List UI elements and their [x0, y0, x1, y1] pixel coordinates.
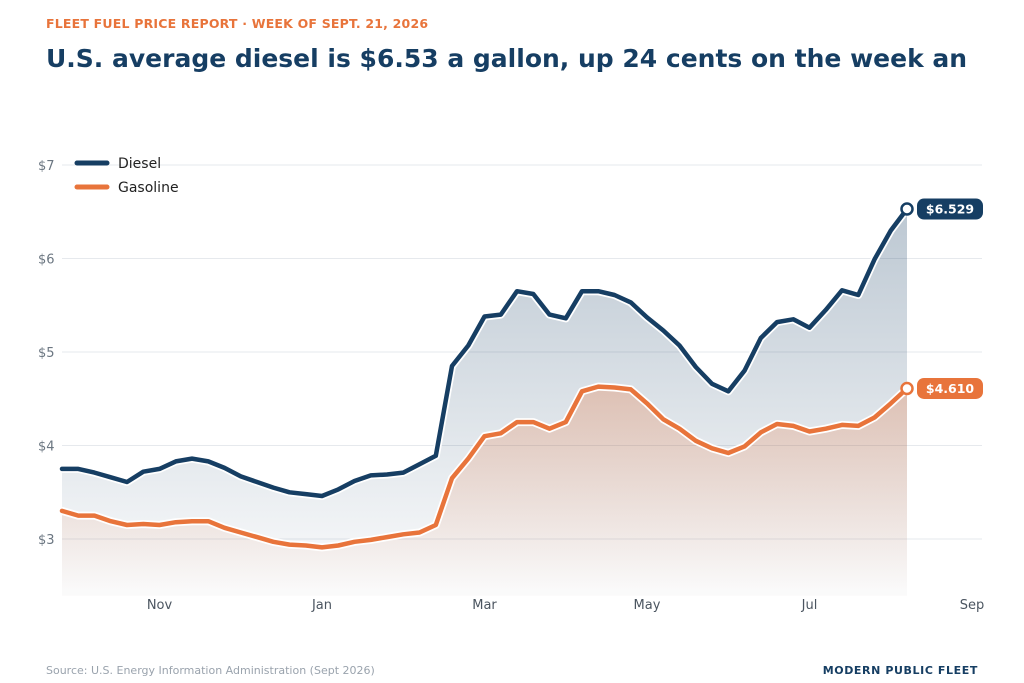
page-headline: U.S. average diesel is $6.53 a gallon, u… [46, 44, 968, 73]
brand-logo-text: MODERN PUBLIC FLEET [822, 664, 978, 677]
end-label-badge-gasoline [917, 377, 983, 399]
line-gasoline [59, 384, 910, 550]
y-tick-label: $4 [38, 440, 55, 455]
end-point-gasoline [900, 381, 914, 396]
legend-label-diesel: Diesel [118, 156, 161, 172]
end-markers: $6.529 $4.610 [900, 198, 983, 399]
y-tick-label: $6 [38, 253, 55, 268]
y-axis: $3 $4 $5 $6 $7 [38, 159, 55, 548]
legend-label-gasoline: Gasoline [118, 180, 179, 196]
y-tick-label: $3 [38, 533, 55, 548]
end-point-diesel [900, 202, 914, 216]
x-tick-label: Nov [147, 598, 173, 613]
area-fills [62, 209, 907, 596]
end-label-diesel: $6.529 [926, 202, 974, 217]
y-tick-label: $7 [38, 159, 55, 174]
x-tick-label: Sep [960, 598, 985, 613]
line-diesel [59, 206, 910, 499]
y-tick-label: $5 [38, 346, 55, 361]
legend: Diesel Gasoline [74, 156, 179, 196]
x-tick-label: Mar [472, 598, 497, 613]
source-note: Source: U.S. Energy Information Administ… [46, 664, 375, 677]
x-tick-label: Jul [801, 598, 818, 613]
end-label-gasoline: $4.610 [926, 381, 975, 396]
x-tick-label: Jan [311, 598, 332, 613]
x-axis: Nov Jan Mar May Jul Sep [147, 598, 984, 613]
series-lines [58, 205, 911, 552]
x-tick-label: May [634, 598, 661, 613]
end-label-badge-diesel [917, 198, 983, 220]
report-kicker: FLEET FUEL PRICE REPORT · WEEK OF SEPT. … [46, 16, 429, 31]
